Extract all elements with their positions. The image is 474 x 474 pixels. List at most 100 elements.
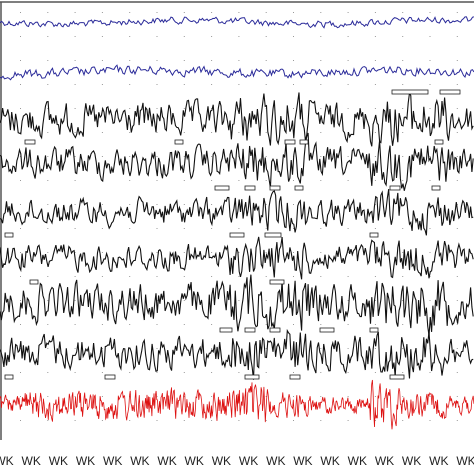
grid-dot — [101, 84, 103, 85]
grid-dot — [211, 108, 213, 109]
grid-dot — [156, 252, 158, 253]
grid-dot — [156, 324, 158, 325]
grid-dot — [456, 228, 458, 229]
grid-dot — [293, 228, 294, 229]
event-box — [289, 374, 301, 380]
grid-dot — [402, 132, 404, 133]
grid-dot — [20, 420, 21, 421]
grid-dot — [320, 108, 322, 109]
grid-dot — [183, 84, 185, 85]
grid-dot — [156, 420, 158, 421]
grid-dot — [74, 108, 76, 109]
grid-dot — [74, 84, 76, 85]
grid-dot — [101, 420, 103, 421]
grid-dot — [293, 84, 294, 85]
grid-dot — [20, 348, 21, 349]
grid-dot — [238, 132, 240, 133]
grid-dot — [374, 84, 376, 85]
grid-dot — [293, 204, 294, 205]
grid-dot — [183, 372, 185, 373]
stage-label: WK — [49, 454, 68, 468]
grid-dot — [320, 252, 322, 253]
grid-dot — [211, 12, 213, 13]
grid-dot — [183, 276, 185, 277]
grid-dot — [265, 372, 267, 373]
grid-dot — [74, 60, 76, 61]
grid-dot — [429, 300, 431, 301]
event-box — [294, 185, 304, 191]
grid-dot — [265, 180, 267, 181]
grid-dot — [183, 36, 185, 37]
grid-dot — [156, 228, 158, 229]
grid-dot — [183, 156, 185, 157]
grid-dot — [129, 372, 131, 373]
event-box — [174, 139, 184, 145]
grid-dot — [320, 324, 322, 325]
grid-dot — [265, 324, 267, 325]
stage-label: WK — [429, 454, 448, 468]
grid-dot — [74, 324, 76, 325]
grid-dot — [183, 324, 185, 325]
grid-dot — [320, 60, 322, 61]
eeg-trace — [0, 64, 474, 81]
grid-dot — [402, 252, 404, 253]
grid-dot — [238, 420, 240, 421]
grid-dot — [238, 108, 240, 109]
grid-dot — [47, 156, 49, 157]
grid-dot — [47, 204, 49, 205]
grid-dot — [265, 420, 267, 421]
grid-dot — [402, 372, 404, 373]
grid-dot — [265, 60, 267, 61]
grid-dot — [374, 228, 376, 229]
grid-dot — [374, 132, 376, 133]
event-box — [244, 327, 256, 333]
grid-dot — [183, 108, 185, 109]
grid-dot — [238, 84, 240, 85]
grid-dot — [429, 12, 431, 13]
grid-dot — [402, 228, 404, 229]
grid-dot — [265, 228, 267, 229]
grid-dot — [293, 60, 294, 61]
stage-label: WK — [22, 454, 41, 468]
grid-dot — [211, 36, 213, 37]
grid-dot — [211, 252, 213, 253]
eeg-trace — [0, 328, 474, 380]
grid-dot — [129, 108, 131, 109]
grid-dot — [20, 84, 21, 85]
grid-dot — [129, 84, 131, 85]
grid-dot — [347, 324, 349, 325]
grid-dot — [211, 276, 213, 277]
grid-dot — [211, 156, 213, 157]
grid-dot — [238, 252, 240, 253]
grid-dot — [74, 348, 76, 349]
grid-dot — [374, 300, 376, 301]
grid-dot — [374, 276, 376, 277]
grid-dot — [456, 36, 458, 37]
grid-dot — [74, 156, 76, 157]
grid-dot — [156, 108, 158, 109]
grid-dot — [347, 396, 349, 397]
grid-dot — [429, 84, 431, 85]
grid-dot — [374, 420, 376, 421]
grid-dot — [320, 396, 322, 397]
eeg-trace — [0, 16, 474, 29]
grid-dot — [183, 204, 185, 205]
grid-dot — [211, 372, 213, 373]
grid-dot — [129, 36, 131, 37]
grid-dot — [456, 180, 458, 181]
grid-dot — [456, 348, 458, 349]
event-box — [214, 185, 230, 191]
grid-dot — [320, 276, 322, 277]
stage-label: WK — [293, 454, 312, 468]
event-box — [369, 232, 379, 238]
grid-dot — [20, 252, 21, 253]
grid-dot — [47, 84, 49, 85]
grid-dot — [129, 132, 131, 133]
grid-dot — [183, 180, 185, 181]
grid-dot — [429, 396, 431, 397]
stage-label: WK — [320, 454, 339, 468]
grid-dot — [347, 228, 349, 229]
grid-dot — [320, 84, 322, 85]
event-box — [219, 327, 233, 333]
grid-dot — [238, 60, 240, 61]
